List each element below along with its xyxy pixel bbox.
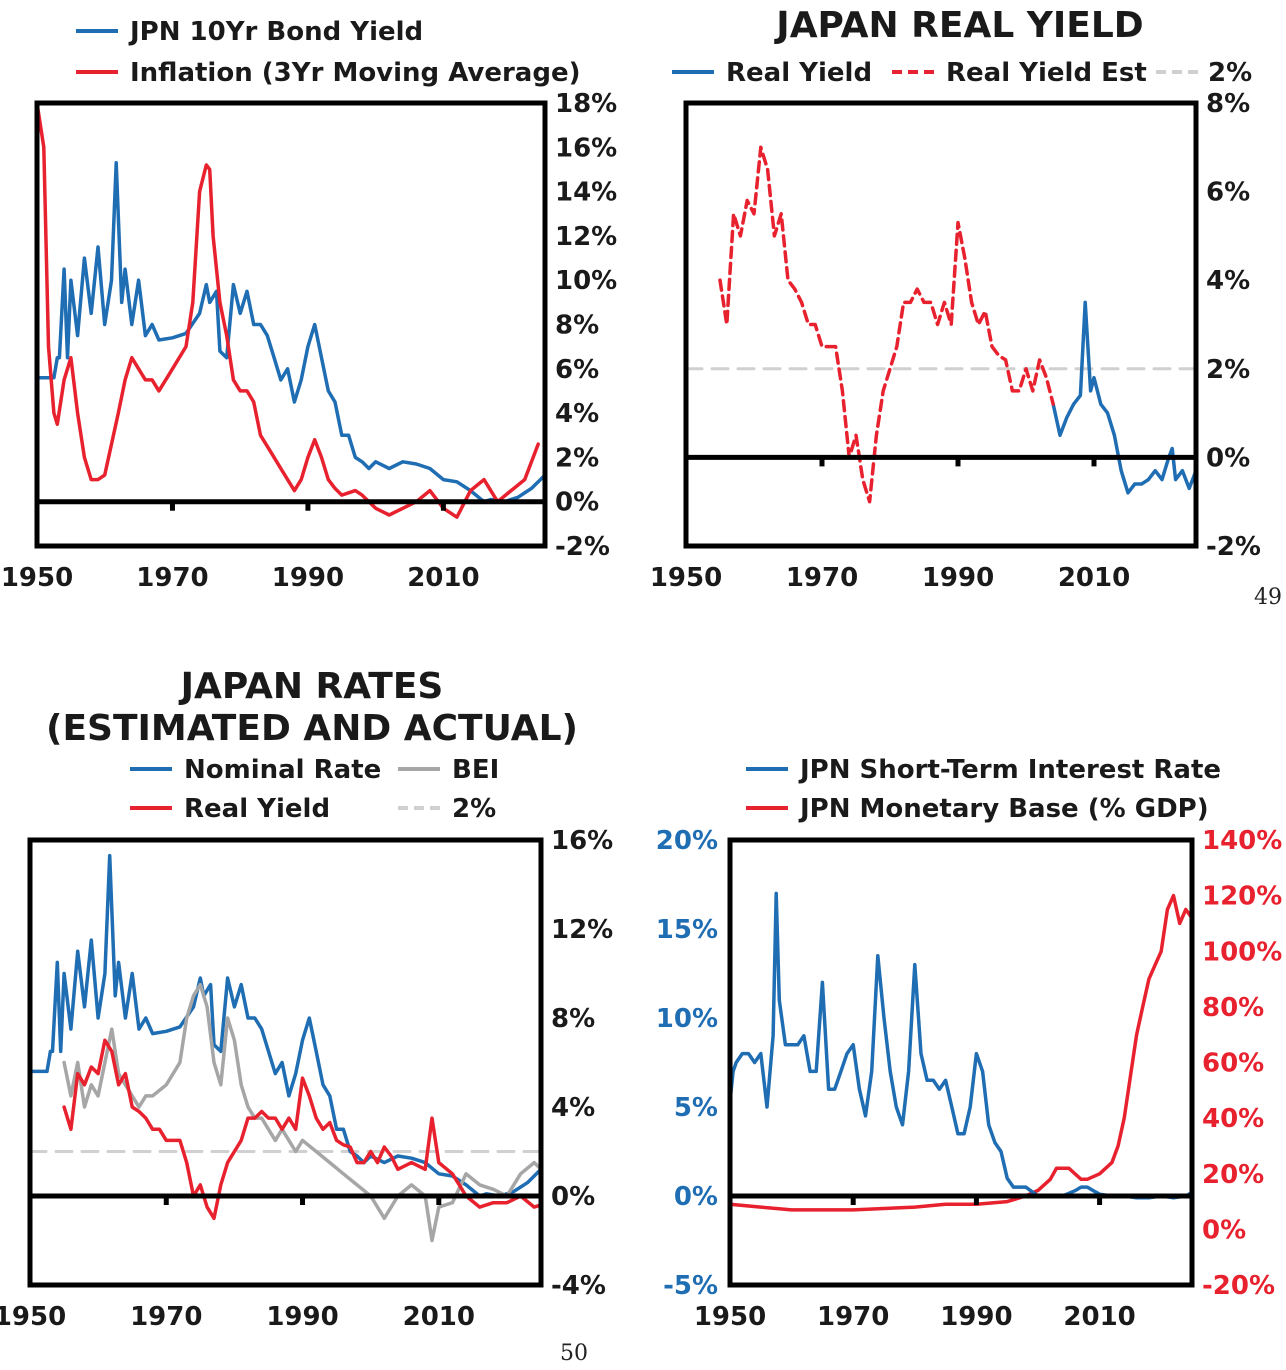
chart4-series-jpn-short-term-interest-rate: [728, 891, 1194, 1200]
chart4-y-left-tick-label-2: 5%: [674, 1093, 718, 1123]
chart4-series-jpn-monetary-base-gdp: [728, 893, 1194, 1212]
chart4-y-left-tick-label-3: 10%: [656, 1004, 718, 1034]
chart3-plot: -4% 0% 4% 8% 12% 16% 1950 1970 1990 2010: [0, 826, 613, 1332]
chart4-y-right-tick-label-5: 80%: [1202, 993, 1264, 1023]
chart4-y-right-tick-label-4: 60%: [1202, 1049, 1264, 1079]
chart3-legend-nominal-rate: Nominal Rate: [184, 755, 381, 785]
chart1-y-tick-label-6: 10%: [555, 266, 617, 296]
chart1-legend: JPN 10Yr Bond Yield Inflation (3Yr Movin…: [76, 17, 580, 88]
chart2-legend-real-yield: Real Yield: [726, 58, 872, 88]
chart3-series-nominal-rate: [28, 853, 543, 1198]
chart2-y-tick-label-3: 4%: [1206, 266, 1250, 296]
chart4-y-right-tick-label-6: 100%: [1202, 937, 1282, 967]
chart4-y-right-tick-label-1: 0%: [1202, 1215, 1246, 1245]
chart3-x-tick-label-1970: 1970: [130, 1302, 202, 1332]
chart1-plot: -2% 0% 2% 4% 6% 8% 10% 12% 14% 16% 18% 1950 1970 1990…: [1, 89, 617, 593]
chart1-y-tick-label-10: 18%: [555, 89, 617, 119]
chart3-y-tick-label-3: 8%: [551, 1004, 595, 1034]
chart2-x-tick-label-1950: 1950: [650, 563, 722, 593]
chart1-legend-bond-yield: JPN 10Yr Bond Yield: [128, 17, 423, 47]
chart1-y-tick-label-2: 2%: [555, 443, 599, 473]
chart1-y-tick-label-3: 4%: [555, 399, 599, 429]
chart2-x-tick-label-2010: 2010: [1058, 563, 1130, 593]
chart4-y-right-tick-label-0: -20%: [1202, 1271, 1275, 1301]
chart2-y-tick-label-4: 6%: [1206, 178, 1250, 208]
chart3-y-tick-label-4: 12%: [551, 915, 613, 945]
chart1-y-tick-label-9: 16%: [555, 133, 617, 163]
chart1-series-jpn-10yr-bond-yield: [35, 161, 547, 504]
chart2-legend: Real Yield Real Yield Est 2%: [672, 58, 1252, 88]
chart3-y-tick-label-1: 0%: [551, 1182, 595, 1212]
page-number-50: 50: [560, 1341, 588, 1366]
chart3-frame: [27, 837, 544, 1288]
chart4-x-tick-label-1990: 1990: [940, 1302, 1012, 1332]
chart2-y-tick-label-0: -2%: [1206, 532, 1261, 562]
chart3-x-tick-label-1990: 1990: [266, 1302, 338, 1332]
chart4-y-left-tick-label-0: -5%: [663, 1271, 718, 1301]
chart1-legend-inflation: Inflation (3Yr Moving Average): [130, 58, 580, 88]
chart3-title-line2: (ESTIMATED AND ACTUAL): [46, 708, 578, 749]
chart2-y-tick-label-5: 8%: [1206, 89, 1250, 119]
chart3-legend-2pct: 2%: [452, 794, 496, 824]
chart1-y-tick-label-7: 12%: [555, 222, 617, 252]
chart1-x-tick-label-1970: 1970: [136, 563, 208, 593]
chart4-y-right-tick-label-7: 120%: [1202, 882, 1282, 912]
chart4-frame: [727, 837, 1195, 1288]
chart3-y-tick-label-2: 4%: [551, 1093, 595, 1123]
chart2-y-tick-label-2: 2%: [1206, 355, 1250, 385]
chart2-frame: [683, 100, 1199, 549]
chart2-title: JAPAN REAL YIELD: [773, 5, 1143, 46]
chart1-x-tick-label-2010: 2010: [407, 563, 479, 593]
chart4-y-right-tick-label-2: 20%: [1202, 1160, 1264, 1190]
chart3-y-tick-label-5: 16%: [551, 826, 613, 856]
chart1-x-tick-label-1950: 1950: [1, 563, 73, 593]
chart1-y-tick-label-5: 8%: [555, 311, 599, 341]
chart2-x-tick-label-1990: 1990: [922, 563, 994, 593]
chart3-x-tick-label-2010: 2010: [403, 1302, 475, 1332]
chart4-plot: -5% 0% 5% 10% 15% 20% -20% 0% 20% 40% 60% 80% 100% 12…: [656, 826, 1283, 1332]
chart1-y-tick-label-0: -2%: [555, 532, 610, 562]
chart3-series-real-yield: [62, 1038, 543, 1221]
page-number-49: 49: [1254, 585, 1282, 610]
chart1-frame: [34, 100, 548, 549]
chart2-plot: -2% 0% 2% 4% 6% 8% 1950 1970 1990 2010: [650, 89, 1261, 593]
chart2-y-tick-label-1: 0%: [1206, 443, 1250, 473]
chart4-y-right-tick-label-3: 40%: [1202, 1104, 1264, 1134]
chart4-x-tick-label-1950: 1950: [694, 1302, 766, 1332]
chart4-y-left-tick-label-1: 0%: [674, 1182, 718, 1212]
chart3-title-line1: JAPAN RATES: [178, 666, 444, 707]
chart3-legend-bei: BEI: [452, 755, 499, 785]
chart3-legend: Nominal Rate BEI Real Yield 2%: [130, 755, 499, 824]
chart1-series-inflation-3yr-moving-average: [35, 101, 540, 519]
chart1-y-tick-label-1: 0%: [555, 488, 599, 518]
chart4-x-tick-label-1970: 1970: [817, 1302, 889, 1332]
chart3-x-tick-label-1950: 1950: [0, 1302, 66, 1332]
chart1-x-tick-label-1990: 1990: [272, 563, 344, 593]
chart2-series-real-yield: [1051, 300, 1198, 495]
chart4-legend-short-rate: JPN Short-Term Interest Rate: [798, 755, 1221, 785]
chart1-y-tick-label-4: 6%: [555, 355, 599, 385]
chart1-y-tick-label-8: 14%: [555, 178, 617, 208]
chart4-y-left-tick-label-4: 15%: [656, 915, 718, 945]
chart3-y-tick-label-0: -4%: [551, 1271, 606, 1301]
chart4-legend-monetary-base: JPN Monetary Base (% GDP): [798, 794, 1209, 824]
chart4-y-left-tick-label-5: 20%: [656, 826, 718, 856]
chart4-legend: JPN Short-Term Interest Rate JPN Monetar…: [746, 755, 1221, 824]
chart4-y-right-tick-label-8: 140%: [1202, 826, 1282, 856]
chart3-legend-real-yield: Real Yield: [184, 794, 330, 824]
chart2-legend-real-yield-est: Real Yield Est: [946, 58, 1147, 88]
chart4-x-tick-label-2010: 2010: [1063, 1302, 1135, 1332]
chart2-legend-2pct: 2%: [1208, 58, 1252, 88]
chart2-series-real-yield-est: [718, 145, 1055, 504]
chart2-x-tick-label-1970: 1970: [786, 563, 858, 593]
